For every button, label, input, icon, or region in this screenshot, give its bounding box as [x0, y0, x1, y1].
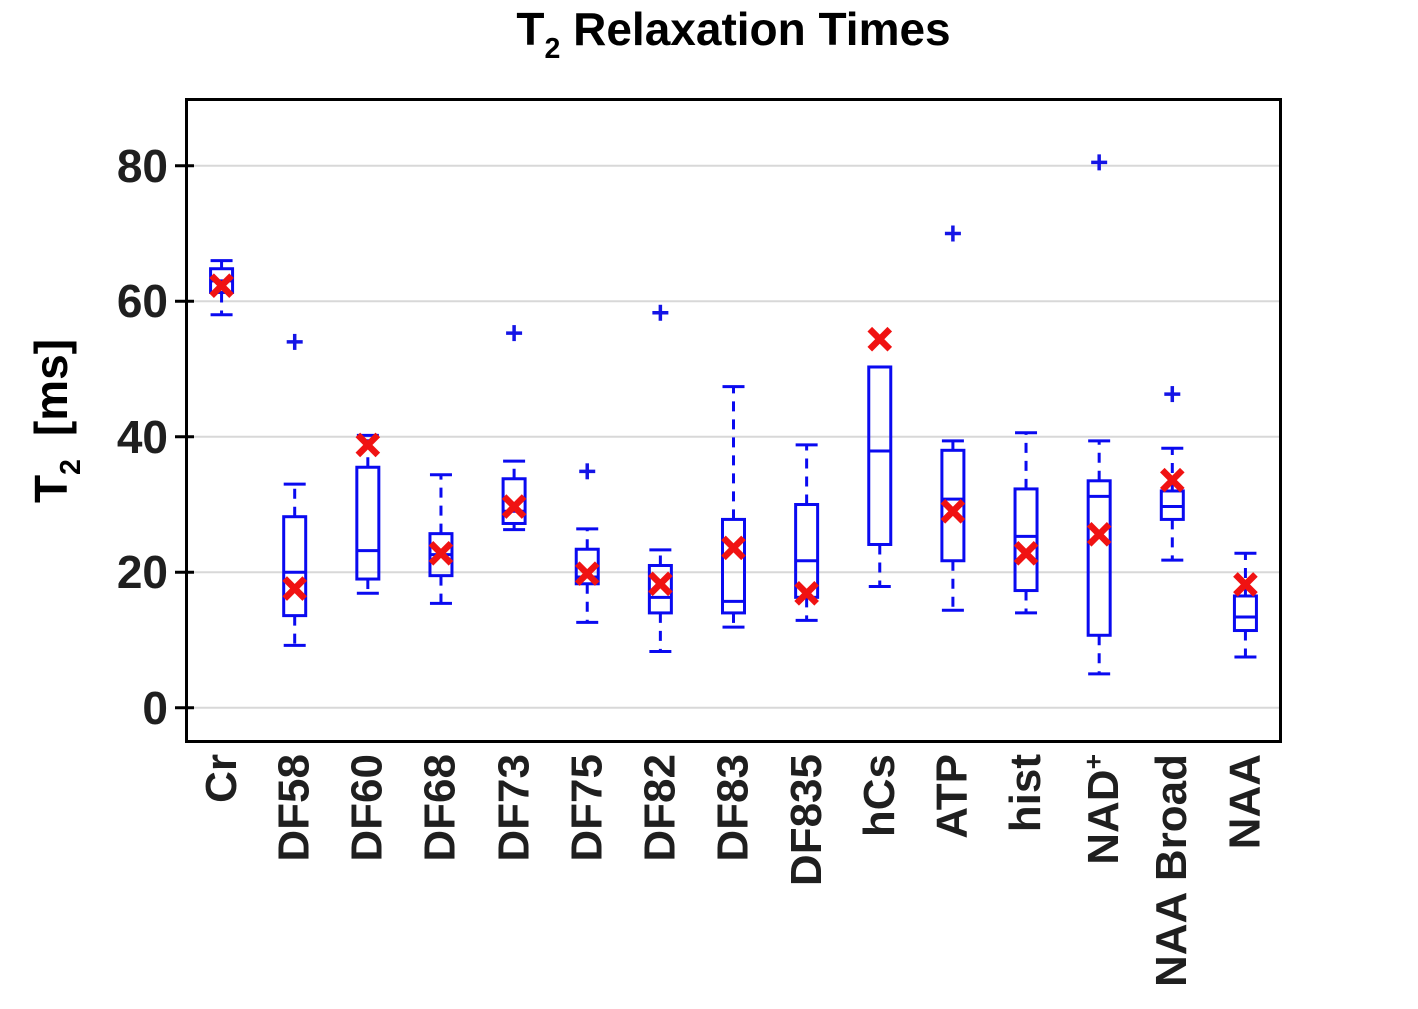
x-tick-label-text: DF68	[415, 754, 465, 862]
x-tick-label-text: NAD+	[1078, 754, 1129, 865]
x-tick-label-text: NAA Broad	[1147, 754, 1197, 988]
y-tick-label: 80	[116, 139, 168, 192]
x-tick-label-text: hCs	[854, 754, 904, 838]
plot-area	[175, 98, 1282, 743]
x-tick-label-text: NAA	[1220, 754, 1270, 850]
x-tick-label-text: DF83	[708, 754, 758, 862]
y-tick-label: 60	[116, 275, 168, 328]
x-tick-label-text: DF835	[781, 754, 831, 887]
title-text: T	[516, 3, 545, 55]
x-tick-label-text: Cr	[196, 754, 246, 803]
x-tick-label-text: DF82	[635, 754, 685, 862]
title-subscript: 2	[544, 32, 561, 65]
y-tick-label: 20	[116, 546, 168, 599]
x-tick-label-text: hist	[1001, 754, 1051, 833]
chart-title: T2 Relaxation Times	[185, 2, 1282, 66]
boxplot-canvas	[175, 98, 1282, 743]
x-tick-label-text: DF75	[562, 754, 612, 862]
x-tick-label-text: DF58	[269, 754, 319, 862]
y-tick-label: 40	[116, 410, 168, 463]
title-rest: Relaxation Times	[560, 3, 951, 55]
y-tick-label: 0	[142, 681, 168, 734]
y-label-symbol: T	[25, 474, 77, 504]
x-tick-label-superscript: +	[1078, 754, 1109, 770]
x-tick-label-text: DF73	[489, 754, 539, 862]
x-tick-label-text: DF60	[342, 754, 392, 862]
x-tick-label-text: ATP	[927, 754, 977, 839]
